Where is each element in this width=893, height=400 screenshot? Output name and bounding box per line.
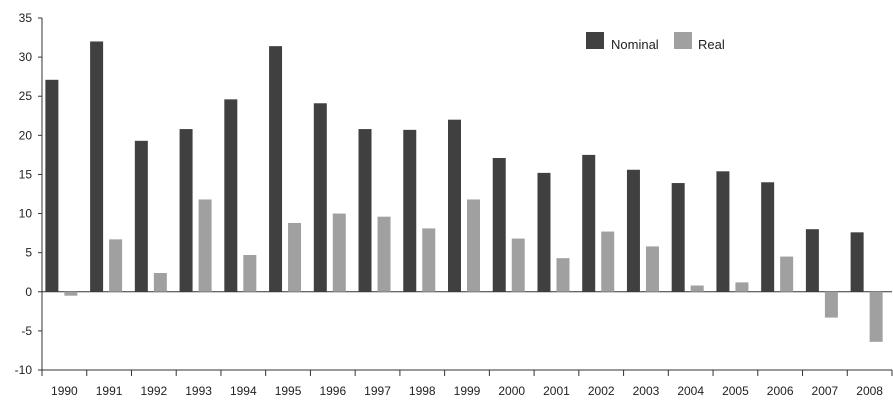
x-tick-label: 2007: [812, 384, 839, 398]
bar-nominal-2006: [761, 182, 775, 292]
y-tick-label: -5: [21, 324, 32, 338]
bar-real-2000: [511, 238, 525, 292]
y-tick-label: 0: [25, 285, 32, 299]
x-tick-label: 1998: [409, 384, 436, 398]
x-tick-label: 1995: [275, 384, 302, 398]
x-tick-label: 2003: [633, 384, 660, 398]
bar-real-1999: [467, 199, 480, 292]
x-tick-label: 2006: [767, 384, 794, 398]
legend-label-nominal: Nominal: [611, 37, 659, 52]
bar-real-1994: [243, 255, 257, 292]
bar-real-2002: [601, 231, 615, 292]
bar-nominal-1996: [313, 103, 327, 292]
x-tick-label: 2008: [856, 384, 883, 398]
x-tick-label: 2005: [722, 384, 749, 398]
y-axis: 35 30 25 20 15 10 5 0 -5 -10: [15, 11, 43, 377]
bar-real-2005: [735, 282, 749, 292]
bar-nominal-2000: [492, 158, 506, 292]
bar-nominal-2005: [716, 171, 730, 292]
legend-swatch-nominal: [586, 32, 604, 49]
bar-nominal-1993: [179, 129, 193, 292]
bar-real-2006: [780, 256, 794, 292]
bar-real-1995: [288, 222, 302, 292]
bar-nominal-1998: [403, 129, 417, 292]
bar-nominal-2007: [805, 229, 819, 292]
bar-nominal-2008: [850, 232, 864, 292]
bar-real-2003: [645, 246, 659, 292]
bar-real-2004: [690, 285, 704, 292]
bar-real-1996: [332, 213, 346, 292]
y-tick-label: 15: [19, 167, 33, 181]
y-tick-label: 20: [19, 128, 33, 142]
x-tick-label: 1999: [454, 384, 481, 398]
x-tick-label: 2001: [543, 384, 570, 398]
y-tick-label: 25: [19, 89, 33, 103]
x-tick-label: 1990: [51, 384, 78, 398]
bar-real-1990: [64, 291, 78, 296]
x-axis: 1990 1991 1992 1993 1994 1995 1996 1997 1998 1999…: [41, 291, 893, 398]
bar-nominal-1992: [134, 140, 148, 292]
bar-real-1991: [109, 239, 123, 292]
bar-nominal-1991: [90, 41, 104, 292]
bar-real-2007: [824, 291, 838, 318]
bar-nominal-2002: [582, 154, 596, 292]
bar-nominal-2001: [537, 172, 551, 292]
bar-real-1993: [198, 199, 212, 292]
x-tick-label: 1992: [140, 384, 167, 398]
bar-nominal-2004: [671, 183, 685, 292]
bar-nominal-1990: [45, 79, 59, 292]
y-tick-label: 30: [19, 50, 33, 64]
bar-real-2001: [556, 258, 570, 292]
x-tick-label: 2004: [677, 384, 704, 398]
x-tick-label: 2002: [588, 384, 615, 398]
legend-swatch-real: [674, 32, 692, 49]
y-tick-label: 5: [25, 246, 32, 260]
y-tick-label: -10: [15, 363, 33, 377]
bar-real-1998: [422, 228, 436, 292]
x-tick-label: 1996: [319, 384, 346, 398]
bar-real-1992: [153, 273, 167, 292]
x-tick-label: 1997: [364, 384, 391, 398]
bar-nominal-1997: [358, 129, 372, 292]
x-tick-label: 1994: [230, 384, 257, 398]
legend-label-real: Real: [698, 37, 725, 52]
bar-nominal-2003: [626, 169, 640, 292]
x-tick-label: 1991: [96, 384, 123, 398]
x-tick-label: 1993: [185, 384, 212, 398]
bar-nominal-1999: [448, 119, 461, 292]
bars: [45, 41, 883, 342]
bar-nominal-1994: [224, 99, 238, 292]
bar-real-1997: [377, 216, 391, 292]
bar-real-2008: [869, 291, 883, 342]
legend: Nominal Real: [586, 32, 725, 52]
x-tick-label: 2000: [498, 384, 525, 398]
y-tick-label: 10: [19, 207, 33, 221]
bar-nominal-1995: [269, 46, 283, 292]
y-tick-label: 35: [19, 11, 33, 25]
